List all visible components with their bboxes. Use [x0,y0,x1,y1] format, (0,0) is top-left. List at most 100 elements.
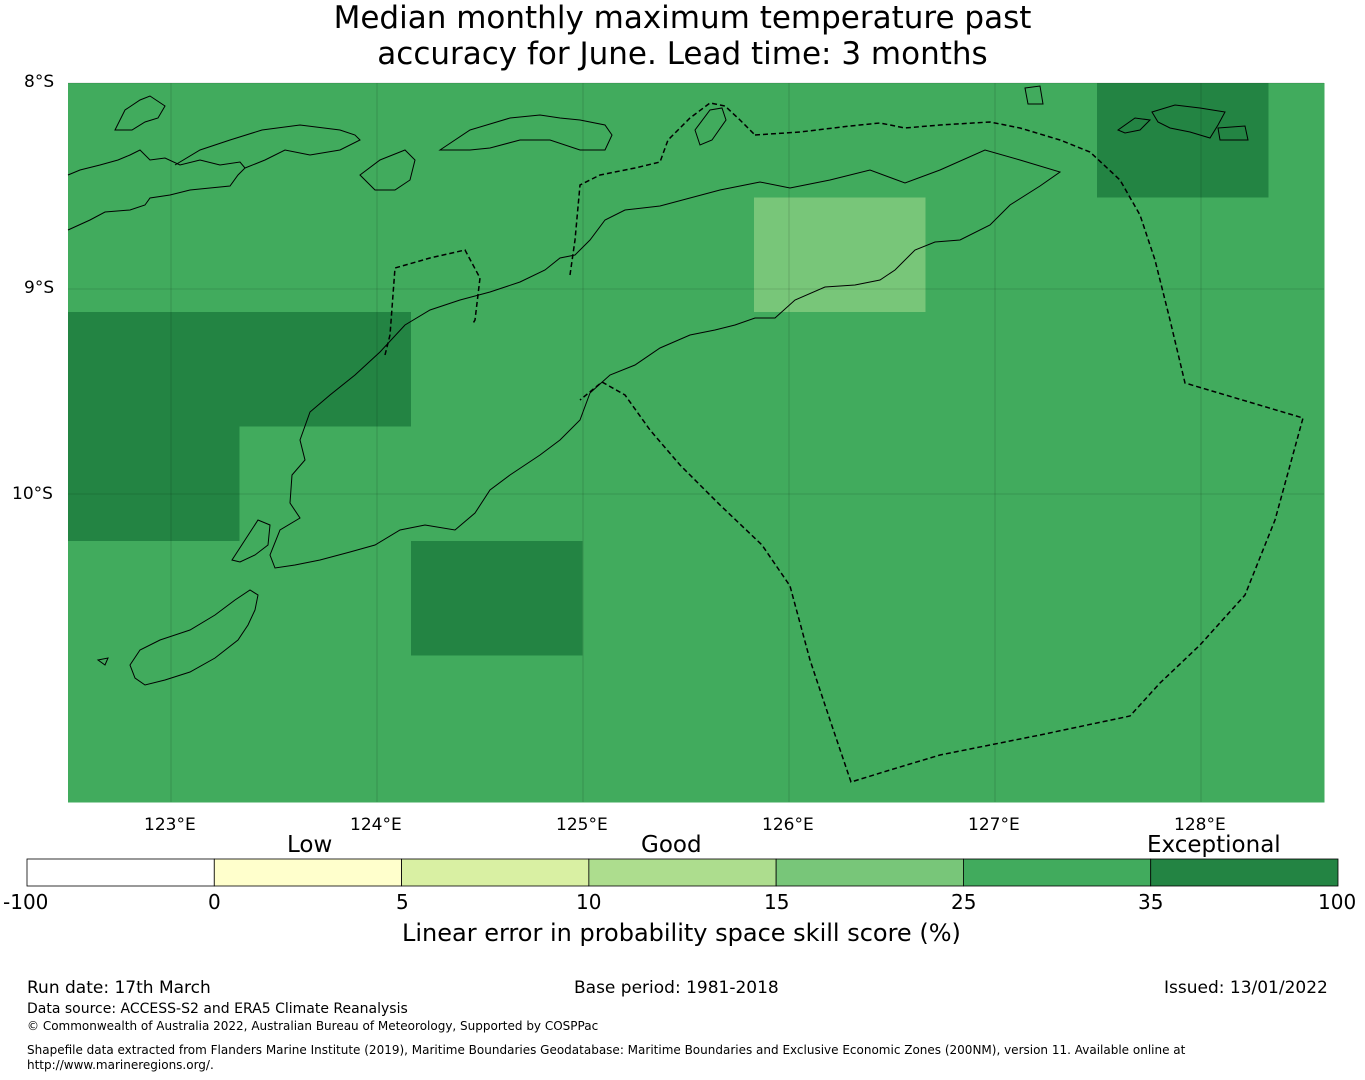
grid-cell [1097,541,1269,656]
eez-timor-leste-main [579,121,1304,783]
colorbar-tick-0: 0 [208,890,221,914]
coastline-timor [269,149,1062,569]
grid-cell [925,426,1098,542]
lon-label-128e: 128°E [1174,815,1226,835]
grid-cell [1268,541,1325,656]
grid-cell [754,655,926,771]
grid-cell [68,312,240,427]
grid-cell [925,655,1098,771]
grid-cell [582,655,755,771]
grid-cell [1268,655,1325,771]
colorbar-label: Linear error in probability space skill … [402,919,961,947]
grid-cell [582,541,755,656]
grid-cell [411,197,583,313]
grid-cell [68,426,240,542]
lon-label-127e: 127°E [968,815,1020,835]
grid-cell [1268,312,1325,427]
colorbar-category-low: Low [287,832,333,858]
colorbar [26,858,1339,887]
grid-cell [925,197,1098,313]
grid-cell [754,83,926,198]
lon-label-124e: 124°E [350,815,402,835]
grid-cell [239,197,412,313]
grid-cell [68,770,240,803]
grid-cell [754,312,926,427]
coastline-kisar [359,149,416,191]
grid-cell [1097,197,1269,313]
lat-label-8s: 8°S [24,72,55,92]
grid-cell [411,312,583,427]
grid-cell [1268,770,1325,803]
colorbar-segment [401,858,590,887]
coastline-sumba [129,589,259,686]
colorbar-tick-5: 5 [396,890,409,914]
lon-label-126e: 126°E [762,815,814,835]
copyright: © Commonwealth of Australia 2022, Austra… [27,1019,599,1033]
shapefile-credit-line-2: http://www.marineregions.org/. [27,1058,214,1072]
colorbar-tick-10: 10 [576,890,602,914]
coastline-small-island-1 [1024,85,1044,105]
title-line-2: accuracy for June. Lead time: 3 months [377,36,988,72]
grid-cell [68,197,240,313]
colorbar-tick-35: 35 [1138,890,1164,914]
grid-cell [239,426,412,542]
grid-cell [1097,312,1269,427]
base-period: Base period: 1981-2018 [574,978,779,998]
grid-cell [925,541,1098,656]
coastline-leti [1116,117,1152,134]
lon-label-123e: 123°E [144,815,196,835]
grid-cell [411,770,583,803]
lat-label-10s: 10°S [12,484,53,504]
shapefile-credit-line-1: Shapefile data extracted from Flanders M… [27,1043,1186,1057]
coastline-wetar [438,114,613,151]
coastline-lakor [1217,125,1249,141]
grid-cell [68,655,240,771]
grid-cell [925,312,1098,427]
grid-cell [239,83,412,198]
colorbar-segment [213,858,402,887]
grid-cell [925,83,1098,198]
grid-cell [754,426,926,542]
lat-label-9s: 9°S [24,278,55,298]
colorbar-segment [588,858,777,887]
grid-cell [754,770,926,803]
grid-cell [582,426,755,542]
colorbar-tick-25: 25 [951,890,977,914]
issued-date: Issued: 13/01/2022 [1164,978,1328,998]
grid-cell [754,197,926,313]
skill-grid [68,83,1325,803]
colorbar-category-exceptional: Exceptional [1147,832,1281,858]
grid-cell [239,770,412,803]
grid-cell [582,83,755,198]
grid-cell [411,426,583,542]
grid-cell [1097,426,1269,542]
grid-cell [68,541,240,656]
lon-label-125e: 125°E [556,815,608,835]
grid-cell [1268,197,1325,313]
grid-cell [1097,655,1269,771]
grid-cell [1268,83,1325,198]
coastline-raijua [96,657,109,666]
grid-cell [925,770,1098,803]
grid-cell [1097,770,1269,803]
grid-cell [754,541,926,656]
eez-oecusse [384,249,481,356]
page-title: Median monthly maximum temperature past … [0,0,1365,72]
grid-cell [411,83,583,198]
coastline-atauro [694,107,727,146]
eez-timor-leste-north [569,102,756,276]
colorbar-category-good: Good [641,832,702,858]
grid-cell [239,655,412,771]
grid-cell [582,770,755,803]
colorbar-segment [963,858,1152,887]
coastlines [67,85,1249,686]
coastline-moa [1151,104,1226,139]
grid-cell [411,541,583,656]
colorbar-segment [775,858,964,887]
grid-cell [582,312,755,427]
data-source: Data source: ACCESS-S2 and ERA5 Climate … [27,1001,408,1017]
eez-boundaries [384,102,1304,783]
coastline-flores [67,149,246,231]
grid-cell [411,655,583,771]
